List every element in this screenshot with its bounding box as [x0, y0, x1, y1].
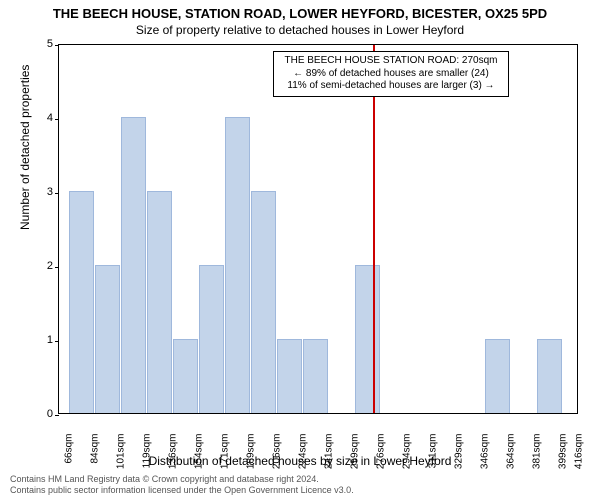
histogram-bar	[225, 117, 250, 413]
histogram-bar	[121, 117, 146, 413]
chart-title: THE BEECH HOUSE, STATION ROAD, LOWER HEY…	[0, 0, 600, 21]
y-tick-mark	[55, 267, 59, 268]
histogram-bar	[251, 191, 276, 413]
annotation-line1: THE BEECH HOUSE STATION ROAD: 270sqm	[280, 55, 502, 68]
annotation-line2: ← 89% of detached houses are smaller (24…	[280, 68, 502, 81]
histogram-bar	[69, 191, 94, 413]
footer-line2: Contains public sector information licen…	[10, 485, 354, 496]
histogram-bar	[173, 339, 198, 413]
x-axis-label: Distribution of detached houses by size …	[0, 454, 600, 468]
plot-region: THE BEECH HOUSE STATION ROAD: 270sqm ← 8…	[58, 44, 578, 414]
y-tick-label: 3	[31, 186, 53, 198]
subject-marker-line	[373, 45, 375, 413]
y-tick-mark	[55, 415, 59, 416]
histogram-bar	[303, 339, 328, 413]
annotation-box: THE BEECH HOUSE STATION ROAD: 270sqm ← 8…	[273, 51, 509, 97]
histogram-bar	[537, 339, 562, 413]
chart-subtitle: Size of property relative to detached ho…	[0, 21, 600, 37]
y-tick-label: 5	[31, 38, 53, 50]
chart-area: THE BEECH HOUSE STATION ROAD: 270sqm ← 8…	[58, 44, 578, 414]
footer: Contains HM Land Registry data © Crown c…	[10, 474, 354, 496]
y-tick-label: 0	[31, 408, 53, 420]
histogram-bar	[485, 339, 510, 413]
annotation-line3: 11% of semi-detached houses are larger (…	[280, 80, 502, 93]
histogram-bar	[199, 265, 224, 413]
histogram-bar	[147, 191, 172, 413]
y-axis-label: Number of detached properties	[18, 65, 32, 230]
y-tick-label: 4	[31, 112, 53, 124]
y-tick-label: 1	[31, 334, 53, 346]
histogram-bar	[277, 339, 302, 413]
y-tick-mark	[55, 119, 59, 120]
y-tick-mark	[55, 341, 59, 342]
histogram-bar	[95, 265, 120, 413]
footer-line1: Contains HM Land Registry data © Crown c…	[10, 474, 354, 485]
histogram-bar	[355, 265, 380, 413]
y-tick-mark	[55, 193, 59, 194]
y-tick-mark	[55, 45, 59, 46]
y-tick-label: 2	[31, 260, 53, 272]
